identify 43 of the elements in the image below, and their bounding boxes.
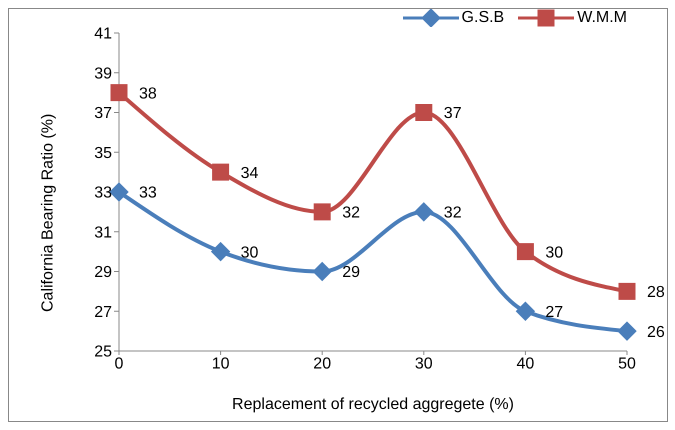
y-tick-label: 39 <box>94 65 112 82</box>
x-tick-label: 20 <box>313 355 332 372</box>
x-tick-label: 0 <box>114 355 124 372</box>
point <box>618 282 636 300</box>
x-tick-label: 50 <box>618 355 636 372</box>
y-tick-label: 25 <box>94 344 112 361</box>
data-label: 27 <box>545 304 564 321</box>
data-label: 29 <box>342 264 360 282</box>
point <box>415 104 432 121</box>
point <box>516 243 534 260</box>
data-label: 32 <box>342 204 360 222</box>
y-tick-label: 27 <box>94 304 112 321</box>
y-tick-label: 31 <box>94 224 112 242</box>
point <box>618 322 636 341</box>
point <box>312 262 332 281</box>
data-label: 26 <box>647 324 665 341</box>
data-label: 32 <box>444 204 462 222</box>
y-axis-title: California Bearing Ratio (%) <box>40 114 57 312</box>
y-tick-label: 33 <box>94 184 112 202</box>
point <box>314 203 331 220</box>
point <box>110 182 128 202</box>
legend-label: W.M.M <box>576 9 627 27</box>
x-tick-label: 10 <box>212 355 230 372</box>
x-tick-label: 40 <box>516 355 534 372</box>
data-label: 34 <box>240 164 258 182</box>
data-label: 37 <box>444 105 462 122</box>
point <box>212 164 230 181</box>
y-tick-label: 35 <box>94 144 112 162</box>
point <box>414 202 434 222</box>
y-tick-label: 37 <box>94 105 112 122</box>
data-label: 28 <box>647 284 665 302</box>
y-tick-label: 29 <box>94 264 112 282</box>
data-label: 33 <box>139 184 157 202</box>
legend-label: G.S.B <box>460 9 504 27</box>
x-axis-title: Replacement of recycled aggregete (%) <box>232 396 514 413</box>
data-label: 30 <box>545 244 564 262</box>
y-tick-label: 41 <box>94 26 112 43</box>
x-tick-label: 30 <box>414 355 433 372</box>
point <box>516 302 535 321</box>
data-label: 30 <box>240 244 258 262</box>
data-label: 38 <box>139 85 157 102</box>
point <box>211 242 230 262</box>
point <box>110 84 128 102</box>
